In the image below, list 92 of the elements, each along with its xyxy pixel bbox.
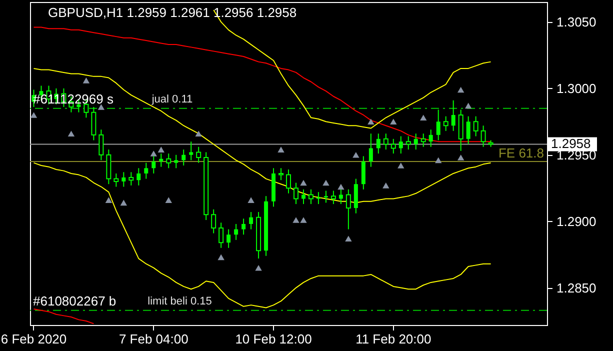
- point: [150, 150, 157, 156]
- y-tick-label: 1.3000: [556, 80, 596, 96]
- candlestick: [406, 136, 411, 150]
- candlestick: [308, 188, 314, 205]
- candlestick: [286, 168, 291, 194]
- candlestick: [330, 190, 336, 205]
- candlestick: [451, 100, 456, 132]
- point: [248, 197, 254, 203]
- point: [457, 154, 464, 160]
- point: [292, 217, 300, 223]
- y-tick-label: 1.3050: [556, 14, 596, 30]
- candlestick: [398, 136, 403, 154]
- x-tick-label: 11 Feb 20:00: [356, 332, 432, 346]
- candlestick: [218, 222, 224, 248]
- candlestick: [414, 133, 418, 150]
- candlestick: [122, 172, 126, 188]
- x-tick-label: 10 Feb 12:00: [235, 332, 312, 346]
- point: [457, 86, 464, 93]
- candlestick: [114, 172, 119, 188]
- chart-title: GBPUSD,H1 1.2959 1.2961 1.2956 1.2958: [48, 5, 297, 20]
- line-series: [33, 162, 492, 308]
- candlestick: [383, 133, 388, 150]
- y-tick-label: 1.2850: [556, 280, 596, 296]
- point: [300, 217, 307, 223]
- candlestick: [480, 125, 486, 148]
- candlestick: [249, 212, 254, 230]
- candlestick: [428, 129, 433, 148]
- candlestick: [91, 106, 96, 141]
- point: [120, 200, 128, 206]
- candlestick: [361, 156, 366, 190]
- point: [218, 254, 224, 260]
- annotation: jual 0.11: [150, 93, 193, 106]
- point: [278, 146, 284, 152]
- point: [338, 184, 344, 190]
- ref-line-label: FE 61.8: [498, 146, 544, 161]
- point: [255, 264, 262, 271]
- candlestick: [458, 109, 464, 152]
- point: [464, 102, 472, 109]
- point: [68, 130, 75, 136]
- candlestick: [174, 154, 178, 169]
- candlestick: [211, 208, 216, 234]
- ref-line-label: 1.2958: [551, 136, 591, 152]
- point: [165, 197, 172, 203]
- candlestick: [159, 153, 164, 168]
- candlestick: [420, 133, 426, 148]
- candlestick: [144, 162, 148, 180]
- line-series: [33, 308, 94, 324]
- candlestick: [166, 153, 172, 169]
- candlestick: [128, 172, 134, 186]
- candlestick: [226, 228, 231, 248]
- candlestick: [390, 138, 396, 154]
- candlestick: [324, 190, 328, 204]
- point: [435, 157, 442, 164]
- candlestick: [242, 218, 246, 236]
- candlestick: [443, 116, 448, 132]
- point: [390, 118, 397, 125]
- candlestick: [436, 109, 440, 141]
- candlestick: [301, 188, 306, 205]
- point: [382, 182, 390, 188]
- candlestick: [368, 133, 373, 168]
- candlestick: [278, 168, 284, 181]
- x-tick-label: 6 Feb 2020: [0, 332, 67, 346]
- point: [368, 118, 374, 125]
- candlestick: [473, 116, 478, 137]
- line-series: [213, 9, 492, 129]
- candlestick: [98, 129, 104, 161]
- candlestick: [354, 178, 358, 214]
- candlestick: [106, 149, 112, 185]
- x-tick-label: 7 Feb 04:00: [118, 332, 188, 346]
- point: [30, 112, 38, 118]
- point: [398, 162, 404, 168]
- candlestick: [196, 146, 202, 164]
- candlestick: [182, 149, 186, 166]
- candlestick: [293, 182, 298, 205]
- point: [195, 130, 202, 136]
- point: [300, 180, 307, 186]
- point: [345, 236, 352, 242]
- annotation: limit beli 0.15: [148, 295, 212, 308]
- candlestick: [376, 133, 380, 154]
- candlestick: [234, 223, 238, 240]
- point: [158, 146, 164, 152]
- candlestick: [346, 188, 351, 230]
- candlestick: [189, 141, 194, 161]
- point: [352, 152, 360, 158]
- ref-line-label: #610802267 b: [33, 293, 116, 308]
- y-tick-label: 1.2900: [556, 214, 596, 229]
- point: [420, 114, 427, 121]
- point: [322, 180, 330, 186]
- point: [82, 78, 90, 84]
- point: [105, 197, 112, 203]
- candlestick: [136, 168, 141, 186]
- candlestick: [466, 116, 470, 145]
